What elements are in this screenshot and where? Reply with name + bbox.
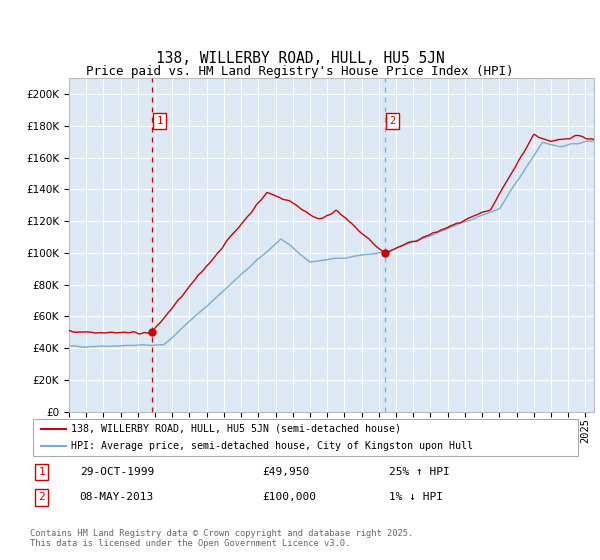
Text: 1: 1 [157,116,163,126]
Text: Price paid vs. HM Land Registry's House Price Index (HPI): Price paid vs. HM Land Registry's House … [86,64,514,78]
Text: 08-MAY-2013: 08-MAY-2013 [80,492,154,502]
Text: 1: 1 [38,467,45,477]
Text: 138, WILLERBY ROAD, HULL, HU5 5JN (semi-detached house): 138, WILLERBY ROAD, HULL, HU5 5JN (semi-… [71,423,401,433]
Text: Contains HM Land Registry data © Crown copyright and database right 2025.
This d: Contains HM Land Registry data © Crown c… [30,529,413,548]
FancyBboxPatch shape [33,419,578,456]
Text: 2: 2 [38,492,45,502]
Text: 2: 2 [389,116,395,126]
Text: £100,000: £100,000 [262,492,316,502]
Text: 1% ↓ HPI: 1% ↓ HPI [389,492,443,502]
Text: HPI: Average price, semi-detached house, City of Kingston upon Hull: HPI: Average price, semi-detached house,… [71,441,473,451]
Text: £49,950: £49,950 [262,467,309,477]
Text: 29-OCT-1999: 29-OCT-1999 [80,467,154,477]
Text: 25% ↑ HPI: 25% ↑ HPI [389,467,449,477]
Text: 138, WILLERBY ROAD, HULL, HU5 5JN: 138, WILLERBY ROAD, HULL, HU5 5JN [155,52,445,66]
